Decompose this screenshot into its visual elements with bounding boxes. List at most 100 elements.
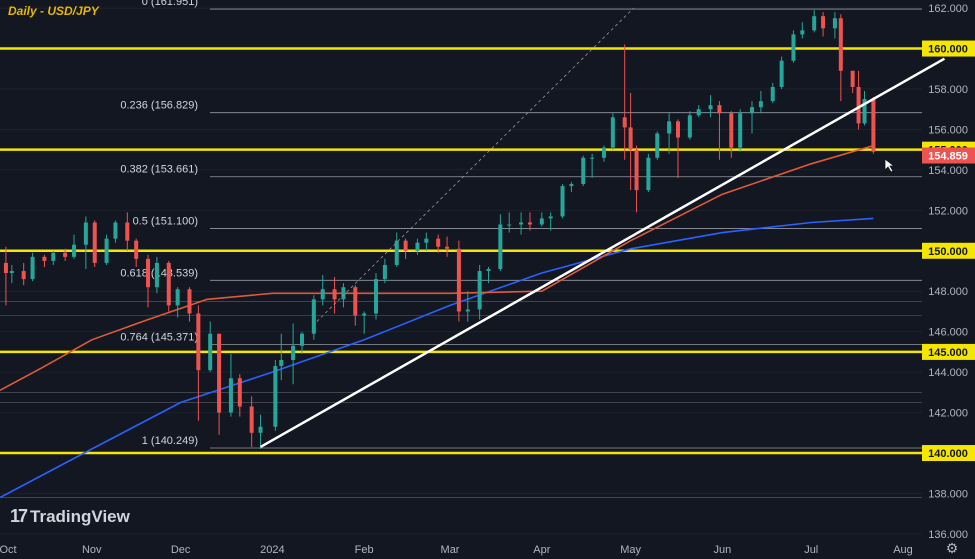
fib-level-label: 0.764 (145.371) bbox=[120, 331, 198, 343]
candle-body bbox=[519, 222, 524, 225]
candle-body bbox=[539, 218, 544, 225]
candle-body bbox=[477, 271, 482, 310]
current-price-label: 154.859 bbox=[928, 151, 968, 163]
x-tick-label: 2024 bbox=[260, 544, 284, 556]
candle-body bbox=[175, 289, 180, 306]
candle-body bbox=[548, 216, 553, 219]
candle-body bbox=[610, 117, 615, 148]
candle-body bbox=[729, 113, 734, 148]
fib-level-label: 0.5 (151.100) bbox=[133, 216, 198, 228]
trendline bbox=[259, 57, 946, 449]
y-tick-label: 152.000 bbox=[928, 205, 968, 217]
candle-body bbox=[72, 244, 77, 257]
candle-body bbox=[622, 117, 627, 128]
key-level-tag bbox=[922, 445, 975, 462]
candle-body bbox=[258, 426, 263, 433]
candle-body bbox=[569, 184, 574, 187]
y-tick-label: 146.000 bbox=[928, 327, 968, 339]
candle-body bbox=[217, 333, 222, 413]
key-level-label: 150.000 bbox=[928, 246, 968, 258]
key-level-label: 140.000 bbox=[928, 448, 968, 460]
y-tick-label: 158.000 bbox=[928, 84, 968, 96]
candle-body bbox=[311, 299, 316, 334]
watermark-text: TradingView bbox=[30, 506, 130, 526]
candle-body bbox=[353, 287, 358, 316]
candle-body bbox=[196, 313, 201, 371]
candle-body bbox=[83, 222, 88, 245]
candle-body bbox=[779, 60, 784, 87]
candle-body bbox=[696, 109, 701, 116]
x-tick-label: Apr bbox=[533, 544, 550, 556]
candle-body bbox=[812, 16, 817, 31]
candle-body bbox=[667, 121, 672, 134]
candle-body bbox=[146, 258, 151, 288]
candle-body bbox=[655, 133, 660, 158]
candle-body bbox=[628, 127, 633, 150]
fib-level-label: 0.236 (156.829) bbox=[120, 100, 198, 112]
chart-title: Daily - USD/JPY bbox=[8, 4, 99, 18]
candle-body bbox=[113, 222, 118, 239]
candle-body bbox=[800, 30, 805, 35]
candle-body bbox=[821, 16, 826, 29]
candle-body bbox=[738, 113, 743, 148]
candle-body bbox=[374, 279, 379, 314]
candle-body bbox=[208, 333, 213, 371]
x-tick-label: Jul bbox=[804, 544, 818, 556]
candle-body bbox=[249, 406, 254, 433]
cursor-arrow-icon bbox=[884, 158, 896, 173]
x-tick-label: Nov bbox=[82, 544, 102, 556]
moving-averages bbox=[0, 144, 874, 499]
candle-body bbox=[646, 157, 651, 191]
candle-body bbox=[362, 313, 367, 316]
candle-body bbox=[838, 18, 843, 71]
candle-body bbox=[486, 268, 491, 272]
fib-level-label: 1 (140.249) bbox=[142, 435, 198, 447]
candle-body bbox=[758, 101, 763, 108]
y-tick-label: 162.000 bbox=[928, 3, 968, 15]
candle-body bbox=[445, 246, 450, 249]
key-level-tag bbox=[922, 242, 975, 259]
candle-body bbox=[9, 271, 14, 274]
gear-icon[interactable]: ⚙ bbox=[945, 540, 959, 556]
candle-body bbox=[415, 242, 420, 251]
candle-body bbox=[320, 289, 325, 300]
time-axis[interactable]: Oct Nov Dec 2024 Feb Mar Apr May Jun Jul Aug bbox=[0, 544, 913, 556]
x-tick-label: Jun bbox=[714, 544, 732, 556]
candle-body bbox=[770, 86, 775, 102]
candle-body bbox=[634, 149, 639, 191]
x-tick-label: Aug bbox=[893, 544, 913, 556]
candle-body bbox=[187, 289, 192, 314]
fib-diagonal-line bbox=[316, 7, 634, 322]
candle-body bbox=[465, 309, 470, 312]
key-level-label: 160.000 bbox=[928, 44, 968, 56]
candle-body bbox=[21, 271, 26, 280]
horizontal-levels bbox=[0, 47, 922, 455]
candle-body bbox=[63, 252, 68, 257]
candle-body bbox=[675, 121, 680, 138]
candle-body bbox=[104, 238, 109, 263]
moving-average-200 bbox=[0, 217, 874, 499]
y-tick-label: 154.000 bbox=[928, 165, 968, 177]
candle-body bbox=[436, 238, 441, 247]
key-level-tag bbox=[922, 343, 975, 360]
candle-body bbox=[590, 157, 595, 159]
candle-body bbox=[456, 248, 461, 312]
candle-body bbox=[832, 18, 837, 29]
candle-body bbox=[850, 70, 855, 87]
x-tick-label: Mar bbox=[441, 544, 460, 556]
candle-body bbox=[750, 107, 755, 114]
candle-body bbox=[687, 115, 692, 138]
x-tick-label: May bbox=[620, 544, 641, 556]
candle-body bbox=[527, 222, 532, 225]
candle-body bbox=[717, 105, 722, 114]
fib-level-label: 0.618 (148.539) bbox=[120, 267, 198, 279]
candle-body bbox=[341, 287, 346, 300]
candle-body bbox=[42, 256, 47, 261]
fib-level-label: 0 (161.951) bbox=[142, 0, 198, 8]
candle-body bbox=[273, 366, 278, 427]
price-axis[interactable]: 162.000 160.000 158.000 156.000 154.000 152.0… bbox=[922, 3, 975, 541]
candle-body bbox=[3, 262, 8, 274]
candle-body bbox=[51, 252, 56, 261]
candle-body bbox=[291, 345, 296, 360]
